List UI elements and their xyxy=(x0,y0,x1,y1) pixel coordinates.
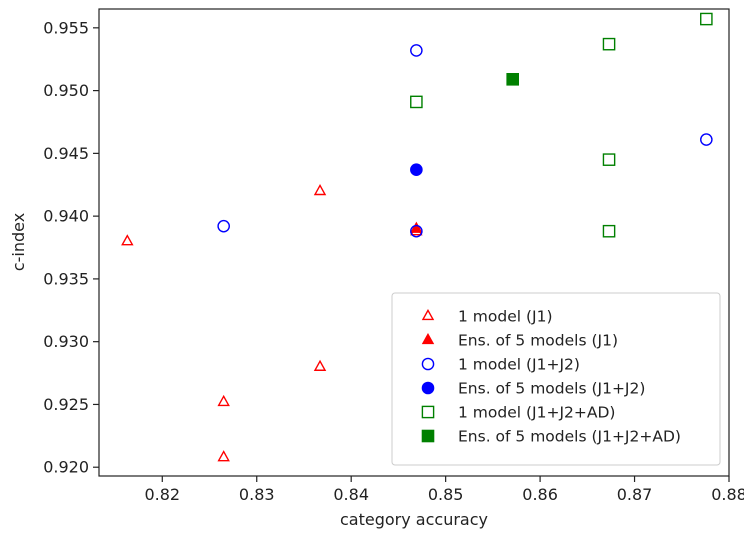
data-point-1-model-j1 xyxy=(313,183,327,196)
legend-marker-ens-of-5-models-j1-j2-ad xyxy=(421,429,435,443)
legend-marker-1-model-j1-j2-ad xyxy=(421,405,435,419)
legend-marker-ens-of-5-models-j1 xyxy=(421,332,435,345)
y-tick-label: 0.945 xyxy=(43,144,89,163)
data-point-1-model-j1-j2-ad xyxy=(602,37,616,51)
legend-marker-1-model-j1 xyxy=(421,308,435,321)
legend-label: Ens. of 5 models (J1) xyxy=(458,332,618,350)
legend-marker-ens-of-5-models-j1-j2 xyxy=(421,381,435,395)
y-tick-label: 0.950 xyxy=(43,81,89,100)
y-tick-label: 0.930 xyxy=(43,332,89,351)
x-axis: 0.82 0.83 0.84 0.85 0.86 0.87 0.88 xyxy=(144,476,744,504)
plot-frame xyxy=(98,8,730,477)
x-tick-label: 0.88 xyxy=(711,485,744,504)
x-tick-label: 0.82 xyxy=(144,485,180,504)
y-axis-title: c-index xyxy=(9,213,28,271)
y-tick-label: 0.955 xyxy=(43,18,89,37)
legend-label: 1 model (J1) xyxy=(458,308,553,326)
x-tick-label: 0.83 xyxy=(239,485,275,504)
data-point-1-model-j1-j2 xyxy=(700,133,713,146)
x-axis-title: category accuracy xyxy=(340,510,488,529)
legend: 1 model (J1) Ens. of 5 models (J1) 1 model… xyxy=(391,292,721,466)
data-point-1-model-j1 xyxy=(121,234,134,246)
y-axis: 0.920 0.925 0.930 0.935 0.940 0.945 0.950 0.955 xyxy=(43,18,99,477)
data-point-1-model-j1-j2-ad xyxy=(410,95,423,109)
x-tick-label: 0.86 xyxy=(522,485,558,504)
legend-marker-1-model-j1-j2 xyxy=(421,357,435,371)
data-point-1-model-j1 xyxy=(217,394,230,407)
data-point-ens-of-5-models-j1-j2-ad xyxy=(506,73,520,86)
legend-box xyxy=(391,292,721,466)
data-point-1-model-j1 xyxy=(313,359,327,371)
legend-label: 1 model (J1+J2) xyxy=(458,356,580,374)
data-point-1-model-j1 xyxy=(217,450,230,462)
x-tick-label: 0.85 xyxy=(428,485,464,504)
data-point-1-model-j1-j2 xyxy=(410,224,423,238)
y-tick-label: 0.935 xyxy=(43,269,89,288)
data-points xyxy=(121,12,713,462)
legend-label: Ens. of 5 models (J1+J2+AD) xyxy=(458,428,681,446)
data-point-1-model-j1-j2-ad xyxy=(700,12,713,26)
x-tick-label: 0.87 xyxy=(617,485,653,504)
data-point-ens-of-5-models-j1 xyxy=(410,221,423,233)
legend-label: Ens. of 5 models (J1+J2) xyxy=(458,380,645,398)
data-point-ens-of-5-models-j1-j2 xyxy=(410,163,423,176)
legend-label: 1 model (J1+J2+AD) xyxy=(458,404,615,422)
data-point-1-model-j1-j2 xyxy=(217,219,230,233)
x-tick-label: 0.84 xyxy=(333,485,369,504)
y-tick-label: 0.920 xyxy=(43,458,89,477)
y-tick-label: 0.925 xyxy=(43,395,89,414)
y-tick-label: 0.940 xyxy=(43,207,89,226)
data-point-1-model-j1-j2-ad xyxy=(602,224,616,238)
data-point-1-model-j1-j2 xyxy=(410,44,423,57)
data-point-1-model-j1-j2-ad xyxy=(602,153,616,166)
